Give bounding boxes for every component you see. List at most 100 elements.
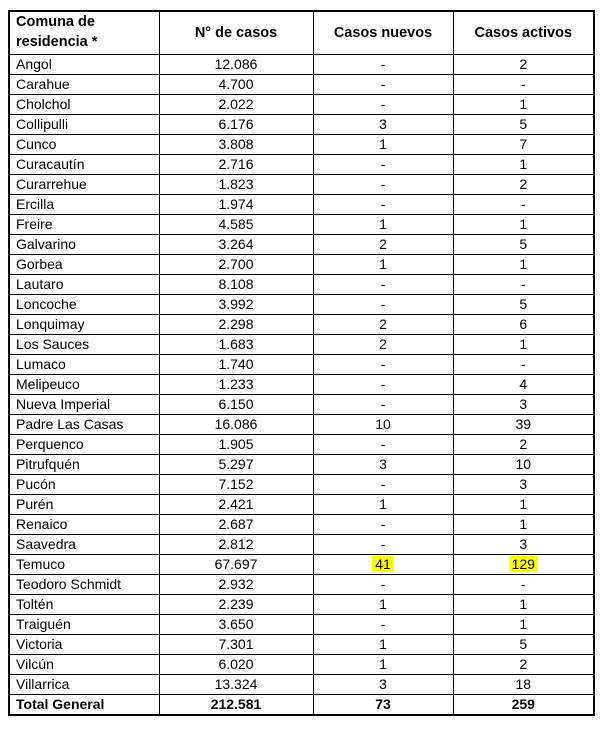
header-casos-nuevos: Casos nuevos [312,10,454,55]
table-row: Pitrufquén 5.297 3 10 [8,454,595,475]
cell-comuna: Curacautín [8,154,160,175]
cell-casos: 7.152 [158,474,314,495]
cell-casos-nuevos: 2 [312,314,454,335]
cell-casos-activos: - [452,274,595,295]
cell-casos-nuevos: 3 [312,674,454,695]
table-row: Perquenco 1.905-2 [8,434,595,455]
cell-casos-activos: 10 [452,454,595,475]
cell-casos-nuevos: 41 [312,554,454,575]
cell-comuna: Victoria [8,634,160,655]
cell-comuna: Toltén [8,594,160,615]
cell-casos-activos: 1 [452,94,595,115]
cell-casos: 6.020 [158,654,314,675]
cell-comuna: Freire [8,214,160,235]
cell-casos-activos: 3 [452,394,595,415]
cell-comuna: Loncoche [8,294,160,315]
cell-casos-activos: 3 [452,474,595,495]
cell-casos: 2.239 [158,594,314,615]
table-row: Los Sauces 1.683 2 1 [8,334,595,355]
cell-casos-nuevos: 1 [312,214,454,235]
cell-comuna: Lautaro [8,274,160,295]
cell-casos-activos: 1 [452,334,595,355]
cell-casos-activos: - [452,574,595,595]
cell-casos: 2.812 [158,534,314,555]
cell-casos-activos: 1 [452,614,595,635]
table-row: Cholchol 2.022-1 [8,94,595,115]
cell-casos-activos: 1 [452,154,595,175]
cell-casos-activos: 5 [452,114,595,135]
cell-casos-activos: 18 [452,674,595,695]
cell-casos-nuevos: - [312,274,454,295]
cell-casos-activos: 6 [452,314,595,335]
cell-casos-activos: - [452,354,595,375]
table-row: Freire 4.585 1 1 [8,214,595,235]
cell-comuna: Lumaco [8,354,160,375]
table-row: Carahue 4.700- - [8,74,595,95]
cell-comuna: Saavedra [8,534,160,555]
cell-casos-nuevos: 3 [312,114,454,135]
cell-casos-nuevos: - [312,294,454,315]
cell-casos: 7.301 [158,634,314,655]
cell-comuna: Villarrica [8,674,160,695]
cell-casos-activos: 2 [452,54,595,75]
cell-casos: 2.700 [158,254,314,275]
cell-casos-nuevos: - [312,514,454,535]
cell-comuna: Cholchol [8,94,160,115]
cell-casos: 2.298 [158,314,314,335]
cell-casos-activos: 5 [452,234,595,255]
cell-comuna: Purén [8,494,160,515]
table-row: Gorbea 2.700 1 1 [8,254,595,275]
cell-casos: 13.324 [158,674,314,695]
cell-casos-nuevos: - [312,394,454,415]
cell-casos-nuevos: - [312,574,454,595]
cell-casos-nuevos: - [312,154,454,175]
header-comuna: Comuna de residencia * [8,10,160,55]
highlighted-value: 129 [508,556,538,572]
table-row: Angol 12.086-2 [8,54,595,75]
cell-casos-activos: 1 [452,254,595,275]
header-casos-activos: Casos activos [452,10,595,55]
cell-casos-activos: 2 [452,174,595,195]
cell-casos: 5.297 [158,454,314,475]
cell-casos: 3.650 [158,614,314,635]
table-row: Galvarino 3.264 2 5 [8,234,595,255]
table-row: Loncoche 3.992-5 [8,294,595,315]
table-row: Lumaco 1.740- - [8,354,595,375]
cell-comuna: Temuco [8,554,160,575]
cell-casos: 3.264 [158,234,314,255]
header-n-de-casos: N° de casos [158,10,314,55]
cell-casos: 1.905 [158,434,314,455]
cell-casos-nuevos: - [312,54,454,75]
total-nuevos: 73 [312,694,454,716]
cell-comuna: Nueva Imperial [8,394,160,415]
cell-casos-nuevos: 2 [312,334,454,355]
cell-casos-activos: 1 [452,594,595,615]
cell-casos-activos: 1 [452,214,595,235]
cell-casos: 1.740 [158,354,314,375]
cell-casos: 12.086 [158,54,314,75]
total-row: Total General 212.581 73 259 [8,694,595,716]
cell-casos-nuevos: - [312,614,454,635]
cell-comuna: Teodoro Schmidt [8,574,160,595]
total-label: Total General [8,694,160,716]
table-row: Lautaro 8.108- - [8,274,595,295]
cell-casos-nuevos: - [312,194,454,215]
cell-casos-nuevos: 1 [312,594,454,615]
cell-casos: 2.716 [158,154,314,175]
cell-casos-nuevos: - [312,434,454,455]
cases-by-comuna-table: Comuna de residencia * N° de casos Casos… [8,10,595,716]
cell-comuna: Pitrufquén [8,454,160,475]
cell-casos-activos: 5 [452,634,595,655]
cell-casos: 8.108 [158,274,314,295]
cell-casos-activos: 4 [452,374,595,395]
cell-comuna: Renaico [8,514,160,535]
table-row: Renaico 2.687-1 [8,514,595,535]
cell-comuna: Traiguén [8,614,160,635]
cell-casos: 1.974 [158,194,314,215]
cell-comuna: Collipulli [8,114,160,135]
cell-casos: 3.808 [158,134,314,155]
table-row: Temuco 67.697 41 129 [8,554,595,575]
cell-comuna: Perquenco [8,434,160,455]
cell-comuna: Ercilla [8,194,160,215]
cell-casos-activos: 2 [452,434,595,455]
